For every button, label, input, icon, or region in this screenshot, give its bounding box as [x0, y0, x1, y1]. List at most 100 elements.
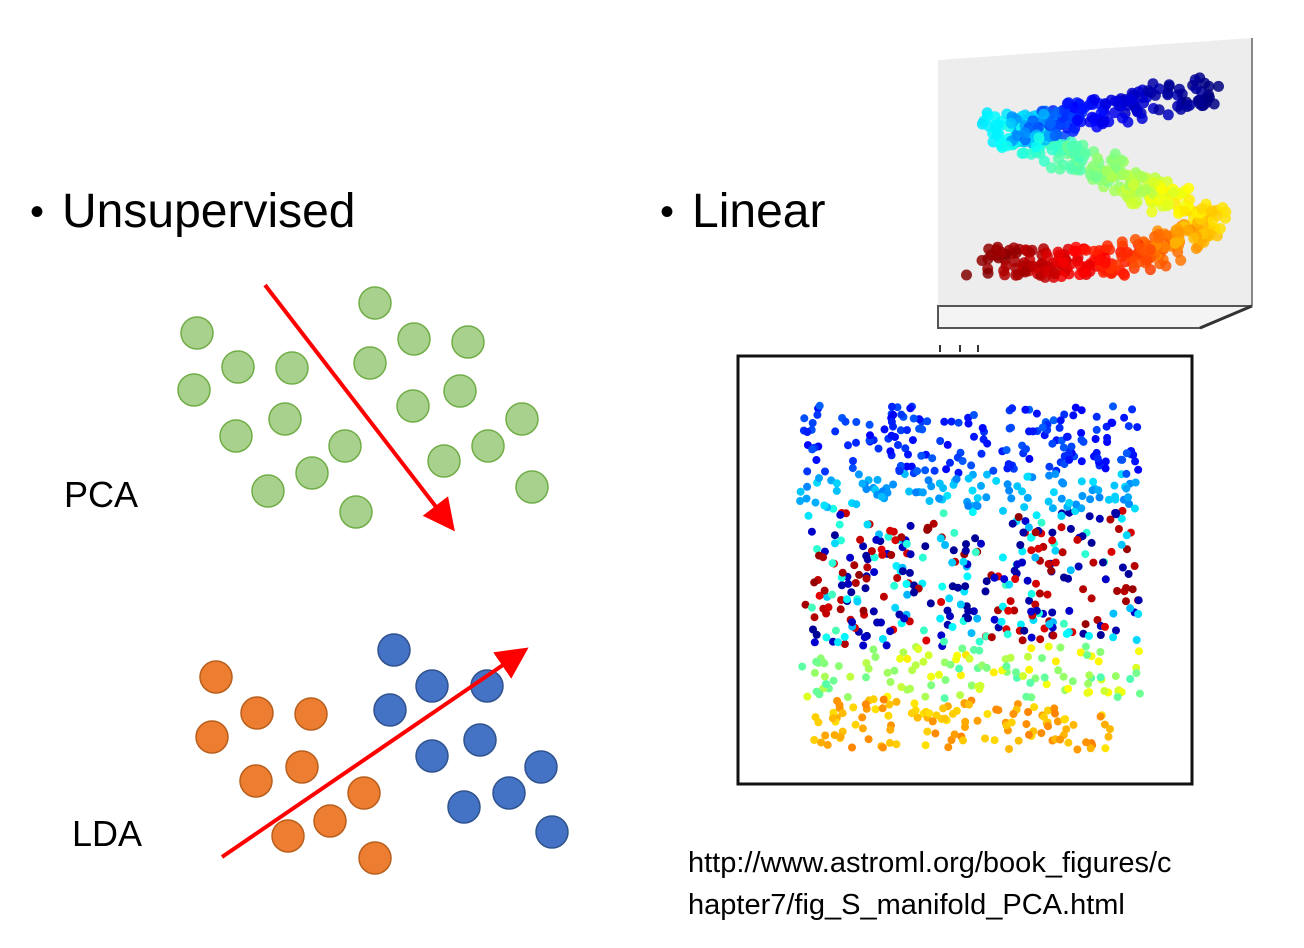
projection-point	[1056, 643, 1065, 652]
projection-point	[883, 668, 892, 677]
projection-point	[1048, 536, 1057, 545]
projection-point	[906, 550, 915, 559]
projection-point	[981, 734, 989, 743]
s-curve-point	[1141, 254, 1153, 266]
s-curve-point	[1182, 225, 1194, 237]
projection-point	[897, 410, 906, 419]
lda-point-class-a	[285, 750, 319, 784]
projection-point	[796, 487, 805, 496]
projection-point	[1051, 546, 1060, 555]
projection-point	[1025, 596, 1034, 605]
projection-point	[973, 716, 982, 725]
projection-point	[1069, 720, 1078, 729]
s-curve-point	[1054, 163, 1066, 175]
projection-point	[1011, 575, 1020, 583]
projection-point	[958, 457, 967, 465]
projection-point	[1039, 712, 1048, 721]
projection-point	[1003, 480, 1012, 489]
projection-point	[1024, 652, 1032, 661]
projection-point	[925, 709, 934, 718]
s-curve-point	[1074, 164, 1086, 176]
projection-point	[989, 466, 998, 475]
projection-point	[1092, 425, 1101, 434]
projection-point	[1030, 703, 1039, 712]
projection-point	[954, 468, 963, 477]
projection-point	[948, 623, 957, 631]
projection-point	[1133, 423, 1142, 432]
projection-point	[1018, 487, 1026, 496]
projection-point	[1036, 635, 1045, 644]
s-curve-point	[1140, 184, 1152, 196]
projection-point	[1045, 620, 1054, 629]
projection-point	[1089, 477, 1098, 486]
s-curve-point	[985, 249, 997, 261]
projection-point	[1076, 648, 1085, 657]
projection-point	[927, 672, 936, 681]
projection-point	[862, 673, 870, 682]
projection-point	[922, 636, 931, 645]
pca-point	[515, 470, 549, 504]
projection-point	[1059, 672, 1068, 681]
projection-point	[1062, 725, 1071, 734]
s-curve-point	[1052, 246, 1064, 258]
pca-point	[180, 316, 214, 350]
projection-point	[807, 603, 816, 612]
projection-point	[851, 579, 860, 587]
projection-point	[1047, 566, 1056, 575]
projection-point	[896, 654, 905, 663]
projection-point	[831, 427, 840, 436]
projection-point	[967, 629, 976, 638]
projection-point	[1107, 547, 1116, 556]
projection-point	[886, 725, 895, 734]
projection-point	[940, 694, 949, 703]
projection-point	[813, 545, 821, 553]
projection-point	[964, 607, 973, 616]
pca-point	[177, 373, 211, 407]
projection-point	[810, 668, 819, 677]
projection-point	[803, 692, 812, 701]
projection-point	[884, 711, 893, 720]
s-curve-point	[1199, 77, 1211, 89]
projection-point	[1022, 720, 1031, 729]
projection-point	[940, 714, 949, 723]
projection-point	[897, 683, 906, 691]
projection-point	[1091, 435, 1100, 443]
projection-point	[1085, 512, 1094, 521]
projection-point	[891, 603, 900, 612]
projection-point	[923, 727, 932, 736]
projection-point	[967, 681, 976, 690]
projection-point	[1056, 416, 1065, 425]
projection-point	[858, 479, 867, 488]
projection-point	[902, 462, 911, 471]
s-curve-point	[1184, 194, 1195, 206]
s-curve-point	[1173, 83, 1185, 95]
projection-point	[1051, 558, 1060, 567]
projection-point	[990, 736, 999, 745]
lda-point-class-b	[415, 669, 449, 703]
projection-point	[855, 570, 864, 579]
projection-point	[1044, 706, 1052, 715]
pca-point	[451, 325, 485, 359]
s-curve-point	[1010, 269, 1022, 281]
projection-point	[870, 553, 879, 562]
projection-point	[938, 582, 947, 591]
s-curve-point	[1049, 268, 1061, 280]
s-curve-point	[983, 120, 995, 132]
projection-point	[1022, 445, 1030, 454]
pca-point	[427, 444, 461, 478]
source-url[interactable]: http://www.astroml.org/book_figures/c ha…	[688, 842, 1288, 926]
projection-point	[950, 730, 959, 739]
projection-point	[940, 417, 949, 426]
s-curve-point	[1189, 74, 1201, 86]
projection-point	[898, 567, 907, 576]
s-curve-point	[1019, 127, 1031, 139]
projection-point	[861, 700, 870, 709]
projection-point	[1048, 608, 1057, 617]
projection-point	[1048, 439, 1057, 448]
projection-point	[1066, 524, 1075, 533]
projection-point	[1044, 560, 1053, 568]
projection-point	[885, 700, 894, 709]
projection-point	[838, 568, 847, 577]
projection-point	[1079, 437, 1088, 446]
s-curve-point	[1206, 205, 1218, 217]
